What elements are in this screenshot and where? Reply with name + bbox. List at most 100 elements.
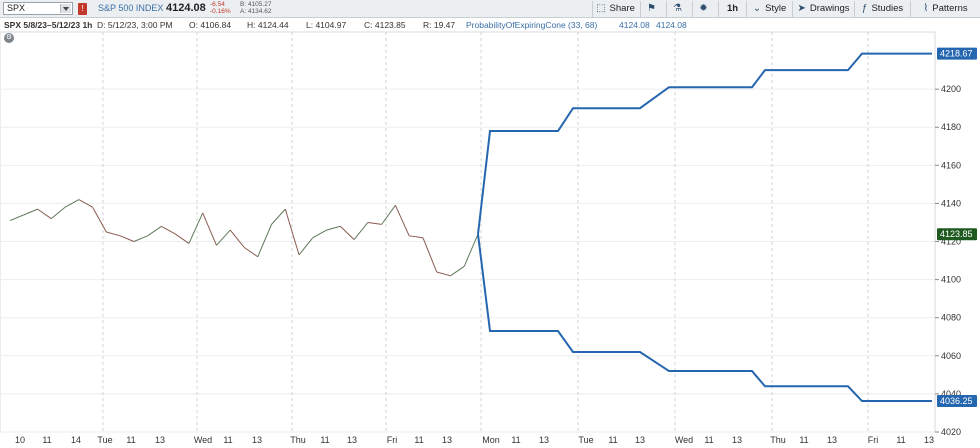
x-tick-label: Fri — [868, 435, 879, 445]
price-line-segment — [188, 212, 204, 244]
x-tick-label: 13 — [347, 435, 357, 445]
price-line-segment — [243, 246, 259, 258]
patterns-button[interactable]: ⌇ Patterns — [910, 1, 980, 17]
chevron-down-icon: ⌄ — [752, 3, 762, 14]
flask-button[interactable]: ⚗ — [666, 1, 692, 17]
x-tick-label: Fri — [387, 435, 398, 445]
x-tick-label: Thu — [770, 435, 786, 445]
x-tick-label: 11 — [704, 435, 713, 445]
x-tick-label: 11 — [320, 435, 329, 445]
y-tick-label: 4120 — [941, 237, 961, 247]
price-line-segment — [64, 199, 80, 208]
price-line-segment — [463, 233, 479, 267]
price-line-segment — [78, 199, 93, 208]
y-tick-label: 4060 — [941, 351, 961, 361]
bid-ask: B: 4105.27 A: 4134.62 — [240, 1, 271, 15]
symbol-selector[interactable]: SPX — [3, 2, 73, 15]
last-price-tag: 4123.85 — [937, 228, 977, 241]
gear-icon[interactable]: ⚙ — [4, 33, 14, 43]
share-label: Share — [609, 3, 635, 14]
study-name: ProbabilityOfExpiringCone (33, 68) — [466, 20, 598, 30]
price-line-segment — [340, 225, 355, 240]
price-line-segment — [422, 237, 438, 273]
flask-icon: ⚗ — [673, 3, 682, 14]
drawings-label: Drawings — [809, 3, 850, 14]
plot-area — [0, 31, 936, 433]
studies-icon: ƒ — [861, 3, 868, 14]
price-line-segment — [106, 231, 121, 237]
cone-upper-tag-bg — [937, 47, 977, 60]
x-tick-label: 11 — [42, 435, 51, 445]
x-tick-label: Wed — [675, 435, 693, 445]
y-tick-label: 4080 — [941, 313, 961, 323]
cone-upper-line — [477, 52, 932, 235]
info-range: R: 19.47 — [423, 20, 456, 30]
price-line-segment — [216, 229, 231, 246]
last-price-tag-bg — [937, 228, 977, 241]
x-tick-label: 13 — [635, 435, 645, 445]
study-value-1: 4124.08 — [619, 20, 650, 30]
symbol-badge[interactable]: ! — [78, 3, 87, 15]
cursor-icon: ➤ — [797, 3, 806, 14]
x-tick-label: 11 — [799, 435, 808, 445]
x-tick-label: 13 — [539, 435, 549, 445]
symbol-text: SPX — [7, 3, 26, 13]
cone-upper-tag: 4218.67 — [937, 47, 977, 60]
x-tick-label: 13 — [827, 435, 837, 445]
price-line-segment — [161, 225, 176, 235]
price-line-segment — [271, 208, 286, 225]
settings-button[interactable]: ✹ — [692, 1, 718, 17]
last-price: 4124.08 — [166, 2, 206, 14]
study-value-2: 4124.08 — [656, 20, 687, 30]
patterns-icon: ⌇ — [923, 3, 929, 14]
info-date: D: 5/12/23, 3:00 PM — [97, 20, 173, 30]
price-line-segment — [284, 208, 300, 256]
price-line-segment — [174, 233, 190, 244]
share-button[interactable]: ⬚ Share — [592, 1, 638, 17]
gear-icon: ✹ — [699, 3, 708, 14]
x-tick-label: 11 — [126, 435, 135, 445]
last-price-tag-text: 4123.85 — [940, 229, 973, 239]
cone-lower-tag-bg — [937, 395, 977, 408]
info-high: H: 4124.44 — [247, 20, 289, 30]
x-tick-label: Tue — [578, 435, 593, 445]
price-line-segment — [92, 206, 107, 233]
share-icon: ⬚ — [596, 3, 606, 14]
timeframe-button[interactable]: 1h — [718, 1, 746, 17]
flag-icon: ⚑ — [647, 3, 656, 14]
x-tick-label: Thu — [290, 435, 306, 445]
flag-button[interactable]: ⚑ — [640, 1, 666, 17]
x-tick-label: 11 — [223, 435, 232, 445]
info-low: L: 4104.97 — [306, 20, 347, 30]
x-tick-label: 11 — [608, 435, 617, 445]
cone-upper-tag-text: 4218.67 — [940, 49, 973, 59]
chevron-down-icon[interactable] — [60, 4, 71, 13]
style-button[interactable]: ⌄ Style — [746, 1, 792, 17]
price-line-segment — [257, 224, 272, 257]
drawings-button[interactable]: ➤ Drawings — [792, 1, 854, 17]
y-tick-label: 4200 — [941, 84, 961, 94]
change-value: -6.54 — [210, 1, 225, 8]
price-line-segment — [409, 235, 424, 239]
x-tick-label: 13 — [442, 435, 452, 445]
x-tick-label: 14 — [71, 435, 81, 445]
x-tick-label: 13 — [252, 435, 262, 445]
index-name: S&P 500 INDEX — [98, 3, 164, 13]
studies-button[interactable]: ƒ Studies — [854, 1, 910, 17]
x-tick-label: Wed — [194, 435, 212, 445]
price-line-segment — [298, 237, 314, 256]
x-tick-label: 10 — [15, 435, 25, 445]
price-change: -6.54 -0.16% — [210, 1, 231, 15]
cone-lower-tag-text: 4036.25 — [940, 396, 973, 406]
price-line-segment — [326, 225, 341, 231]
info-open: O: 4106.84 — [189, 20, 232, 30]
x-tick-label: Tue — [97, 435, 112, 445]
x-tick-label: 13 — [155, 435, 165, 445]
y-tick-label: 4140 — [941, 198, 961, 208]
timeframe-label: 1h — [726, 3, 739, 14]
price-line-segment — [37, 208, 52, 220]
x-tick-label: 11 — [511, 435, 520, 445]
y-tick-label: 4020 — [941, 427, 961, 437]
price-line-segment — [353, 222, 369, 240]
